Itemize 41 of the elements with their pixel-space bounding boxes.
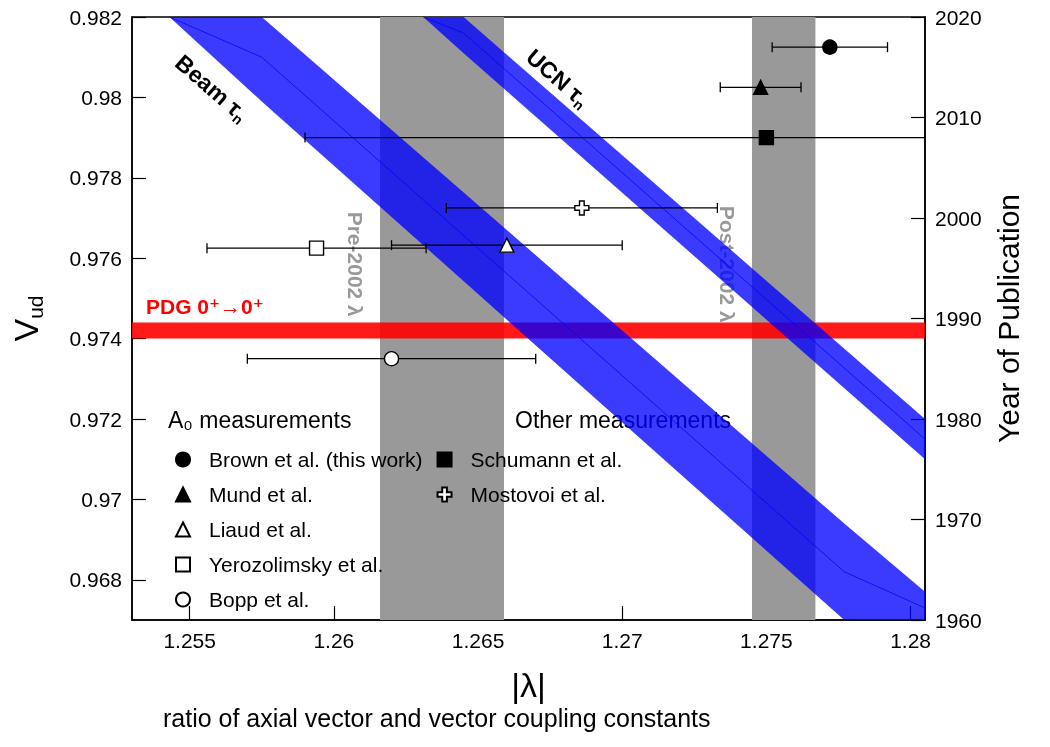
y-tick-label: 0.976 bbox=[69, 246, 122, 270]
text: ratio of axial vector and vector coupling constants bbox=[163, 703, 711, 732]
x-tick-label: 1.275 bbox=[740, 629, 793, 652]
y2-tick-label: 1970 bbox=[935, 508, 982, 531]
y2-tick-label: 1980 bbox=[935, 407, 982, 431]
point bbox=[383, 351, 400, 367]
point bbox=[308, 240, 325, 256]
x-axis-title: |λ| bbox=[511, 666, 546, 704]
point bbox=[574, 200, 590, 216]
y2-axis-title: Year of Publication bbox=[991, 193, 1025, 444]
y-tick-label: 0.972 bbox=[69, 407, 122, 431]
point bbox=[758, 129, 775, 146]
point bbox=[752, 79, 769, 96]
legend-label: Mund et al. bbox=[209, 483, 313, 506]
y-tick-label: 0.98 bbox=[81, 85, 122, 109]
x-tick-label: 1.255 bbox=[163, 629, 216, 652]
legend-title: A₀ measurements bbox=[168, 406, 352, 433]
legend-label: Liaud et al. bbox=[209, 518, 312, 541]
legend-label: Mostovoi et al. bbox=[470, 483, 606, 506]
x-tick-label: 1.27 bbox=[601, 629, 643, 652]
band-label: Pre-2002 λ bbox=[344, 211, 368, 318]
y-tick-label: 0.968 bbox=[69, 568, 122, 592]
legend-label: Schumann et al. bbox=[470, 448, 623, 471]
y-tick-label: 0.97 bbox=[81, 487, 122, 511]
y-tick-label: 0.982 bbox=[69, 5, 122, 29]
band-label: PDG 0⁺→0⁺ bbox=[146, 294, 264, 318]
y2-tick-label: 2010 bbox=[935, 106, 982, 129]
y2-tick-label: 1990 bbox=[935, 307, 982, 330]
legend-label: Yerozolimsky et al. bbox=[209, 553, 384, 576]
legend-label: Bopp et al. bbox=[209, 588, 310, 611]
x-tick-label: 1.26 bbox=[313, 629, 355, 652]
point bbox=[499, 237, 515, 253]
y2-tick-label: 2000 bbox=[935, 206, 982, 230]
point bbox=[822, 39, 838, 55]
x-tick-label: 1.28 bbox=[890, 629, 932, 652]
x-tick-label: 1.265 bbox=[451, 629, 505, 652]
y2-tick-label: 2020 bbox=[935, 5, 982, 29]
y-tick-label: 0.974 bbox=[69, 327, 123, 351]
y-tick-label: 0.978 bbox=[69, 166, 122, 190]
y-axis-title: Vud bbox=[7, 295, 47, 342]
y2-tick-label: 1960 bbox=[935, 608, 982, 632]
